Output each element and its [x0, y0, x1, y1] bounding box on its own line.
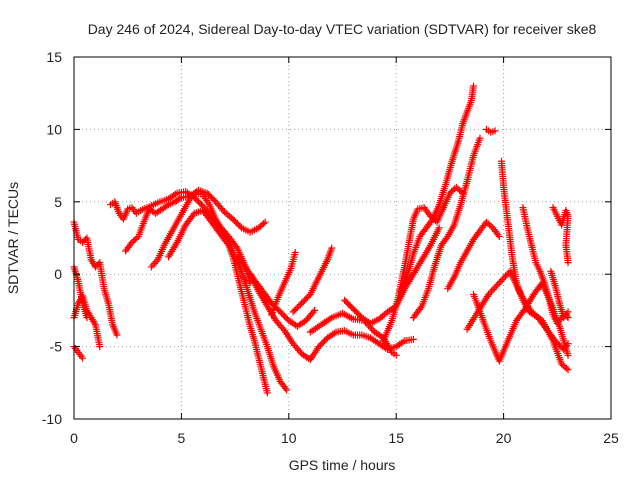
series-track-24	[549, 204, 572, 267]
data-point	[417, 304, 425, 312]
x-tick-label: 5	[178, 430, 186, 446]
y-tick-label: 10	[46, 121, 62, 137]
y-tick-label: 5	[54, 194, 62, 210]
series-track-8	[165, 206, 271, 397]
x-axis-label: GPS time / hours	[289, 457, 396, 473]
x-tick-label: 15	[388, 430, 404, 446]
data-point	[113, 331, 121, 339]
data-point	[149, 261, 157, 269]
data-point	[133, 234, 141, 242]
data-point	[219, 206, 227, 214]
y-tick-label: -5	[50, 339, 63, 355]
data-point	[96, 343, 104, 351]
data-point	[171, 190, 179, 198]
data-point	[263, 389, 271, 397]
series-track-19	[470, 279, 572, 365]
data-point	[498, 276, 506, 284]
x-tick-label: 25	[603, 430, 619, 446]
series-track-3	[70, 343, 87, 362]
series-track-2	[70, 292, 104, 351]
series-track-17	[409, 134, 484, 322]
data-point	[564, 259, 572, 267]
y-tick-label: 15	[46, 49, 62, 65]
data-point	[492, 282, 500, 290]
series-track-4	[70, 263, 91, 322]
series-track-11	[268, 248, 299, 319]
data-point	[470, 82, 478, 90]
data-point	[279, 325, 287, 333]
data-point	[564, 351, 572, 359]
data-point	[330, 329, 338, 337]
data-point	[223, 240, 231, 248]
data-point	[79, 354, 87, 362]
data-point	[495, 279, 503, 287]
series-track-25	[547, 267, 572, 322]
data-point	[409, 335, 417, 343]
data-point	[491, 284, 499, 292]
series-track-12	[289, 244, 336, 316]
data-point	[494, 281, 502, 289]
series-track-23	[519, 204, 572, 327]
data-point	[83, 314, 91, 322]
y-tick-label: -10	[42, 411, 62, 427]
data-point	[399, 338, 407, 346]
x-tick-label: 10	[281, 430, 297, 446]
data-points	[70, 82, 572, 397]
data-point	[151, 259, 159, 267]
series-track-15	[379, 183, 467, 345]
chart-title: Day 246 of 2024, Sidereal Day-to-day VTE…	[88, 21, 597, 37]
x-tick-label: 0	[70, 430, 78, 446]
data-point	[261, 218, 269, 226]
series-track-21	[482, 125, 499, 136]
data-point	[564, 308, 572, 316]
series-track-7	[147, 189, 291, 394]
data-point	[562, 364, 570, 372]
plot-frame	[73, 56, 612, 420]
data-point	[147, 263, 155, 271]
data-point	[236, 222, 244, 230]
series-track-10	[246, 270, 417, 364]
data-point	[311, 306, 319, 314]
data-point	[485, 290, 493, 298]
data-point	[392, 351, 400, 359]
data-point	[291, 248, 299, 256]
data-point	[501, 272, 509, 280]
data-point	[486, 289, 494, 297]
data-point	[309, 308, 317, 316]
tick-labels: 0 5 10 15 20 25 -10 -5 0 5 10 15	[42, 49, 619, 446]
data-point	[500, 274, 508, 282]
y-axis-label: SDTVAR / TECUs	[5, 182, 21, 294]
data-point	[368, 325, 376, 333]
data-point	[176, 195, 184, 203]
data-point	[564, 366, 572, 374]
data-point	[328, 244, 336, 252]
series-track-18	[444, 218, 503, 293]
series-track-16	[396, 82, 478, 296]
series-track-14	[341, 224, 443, 327]
data-point	[191, 191, 199, 199]
data-point	[435, 224, 443, 232]
data-point	[163, 202, 171, 210]
data-point	[489, 286, 497, 294]
data-point	[283, 386, 291, 394]
series-track-1	[70, 218, 121, 339]
y-tick-label: 0	[54, 266, 62, 282]
data-point	[564, 340, 572, 348]
data-point	[497, 277, 505, 285]
axis-ticks	[73, 56, 612, 420]
series-track-22	[497, 157, 572, 353]
data-point	[476, 134, 484, 142]
data-point	[305, 354, 313, 362]
data-point	[260, 220, 268, 228]
data-point	[488, 287, 496, 295]
data-point	[491, 127, 499, 135]
x-tick-label: 20	[496, 430, 512, 446]
series-track-6	[122, 186, 269, 255]
data-point	[495, 233, 503, 241]
